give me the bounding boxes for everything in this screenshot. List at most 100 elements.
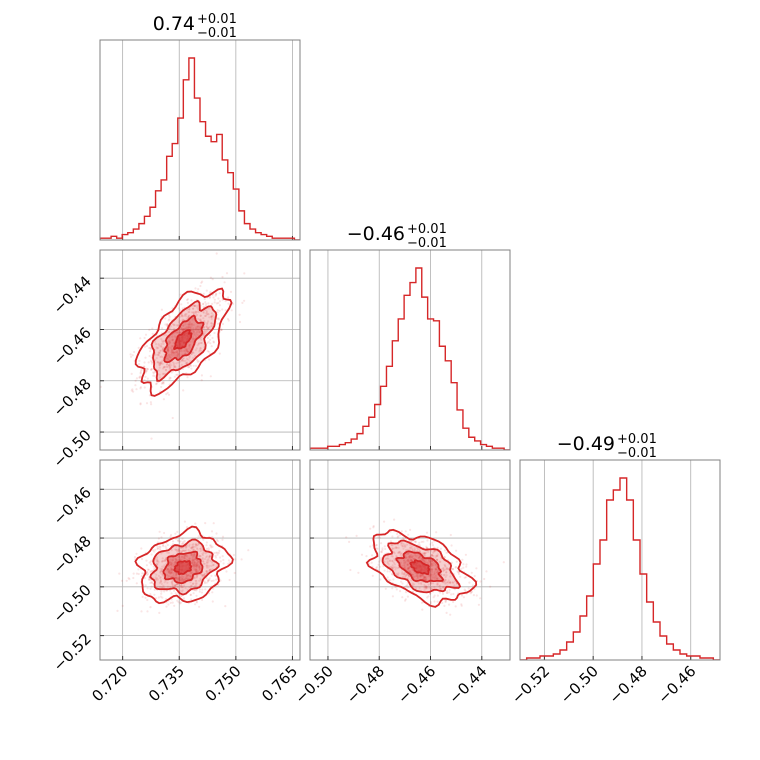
- sample-point: [423, 578, 426, 581]
- sample-point: [411, 555, 414, 558]
- sample-point: [439, 547, 443, 550]
- sample-point: [197, 331, 200, 334]
- sample-point: [200, 349, 203, 352]
- sample-point: [167, 347, 170, 350]
- sample-point: [225, 570, 228, 573]
- sample-point: [391, 559, 394, 563]
- sample-point: [200, 341, 203, 345]
- sample-point: [391, 544, 394, 547]
- sample-point: [170, 571, 173, 575]
- sample-point: [409, 571, 412, 574]
- sample-point: [160, 362, 163, 365]
- sample-point: [400, 552, 403, 555]
- sample-point: [399, 554, 402, 557]
- sample-point: [166, 567, 169, 571]
- sample-point: [161, 327, 164, 330]
- sample-point: [134, 384, 137, 387]
- sample-point: [369, 527, 372, 530]
- sample-point: [408, 557, 411, 560]
- sample-point: [436, 583, 439, 586]
- sample-point: [175, 573, 178, 576]
- sample-point: [179, 594, 182, 598]
- sample-point: [205, 289, 208, 292]
- sample-point: [171, 580, 174, 583]
- sample-point: [205, 325, 208, 328]
- sample-point: [140, 575, 143, 578]
- sample-point: [194, 543, 198, 546]
- sample-point: [390, 566, 393, 569]
- sample-point: [169, 346, 172, 349]
- sample-point: [159, 362, 162, 365]
- sample-point: [181, 577, 184, 580]
- sample-point: [179, 331, 182, 334]
- sample-point: [149, 368, 153, 371]
- sample-point: [184, 587, 187, 590]
- sample-point: [370, 561, 373, 564]
- sample-point: [160, 308, 163, 311]
- sample-point: [464, 589, 467, 593]
- sample-point: [434, 568, 437, 571]
- sample-point: [195, 335, 198, 338]
- sample-point: [401, 564, 404, 568]
- sample-point: [447, 579, 450, 582]
- sample-point: [194, 568, 197, 571]
- sample-point: [167, 357, 170, 360]
- sample-point: [174, 548, 177, 551]
- sample-point: [144, 369, 148, 372]
- sample-point: [183, 328, 186, 331]
- sample-point: [170, 351, 173, 354]
- sample-point: [175, 545, 178, 548]
- sample-point: [166, 567, 169, 570]
- sample-point: [430, 564, 433, 567]
- sample-point: [195, 571, 198, 574]
- sample-point: [460, 603, 463, 606]
- sample-point: [357, 571, 360, 574]
- sample-point: [171, 339, 174, 342]
- sample-point: [214, 294, 217, 297]
- sample-point: [436, 577, 439, 580]
- sample-point: [149, 581, 152, 585]
- sample-point: [404, 599, 407, 602]
- sample-point: [195, 564, 199, 567]
- sample-point: [170, 563, 173, 567]
- sample-point: [192, 307, 195, 310]
- sample-point: [193, 561, 196, 564]
- sample-point: [195, 565, 198, 568]
- sample-point: [348, 540, 351, 544]
- sample-point: [223, 281, 226, 284]
- sample-point: [140, 557, 144, 561]
- sample-point: [179, 602, 182, 605]
- sample-point: [148, 578, 151, 581]
- sample-point: [187, 323, 190, 326]
- sample-point: [176, 599, 179, 602]
- sample-point: [194, 364, 198, 367]
- sample-point: [391, 547, 394, 550]
- sample-point: [216, 539, 219, 543]
- sample-point: [193, 575, 196, 578]
- sample-point: [195, 576, 199, 579]
- sample-point: [404, 574, 408, 577]
- sample-point: [414, 554, 417, 557]
- sample-point: [386, 576, 389, 579]
- sample-point: [206, 327, 209, 330]
- sample-point: [161, 348, 164, 351]
- sample-point: [404, 545, 407, 548]
- sample-point: [180, 578, 183, 581]
- sample-point: [168, 318, 171, 321]
- sample-point: [147, 578, 151, 581]
- sample-point: [135, 552, 138, 555]
- sample-point: [436, 571, 439, 574]
- sample-point: [438, 585, 441, 588]
- sample-point: [179, 576, 182, 579]
- sample-point: [221, 308, 224, 311]
- sample-point: [472, 594, 475, 597]
- sample-point: [208, 326, 211, 329]
- sample-point: [401, 572, 404, 575]
- sample-point: [219, 560, 222, 563]
- sample-point: [207, 578, 210, 582]
- sample-point: [188, 344, 191, 348]
- sample-point: [171, 543, 175, 546]
- sample-point: [180, 551, 183, 554]
- sample-point: [183, 539, 186, 543]
- sample-point: [144, 584, 147, 587]
